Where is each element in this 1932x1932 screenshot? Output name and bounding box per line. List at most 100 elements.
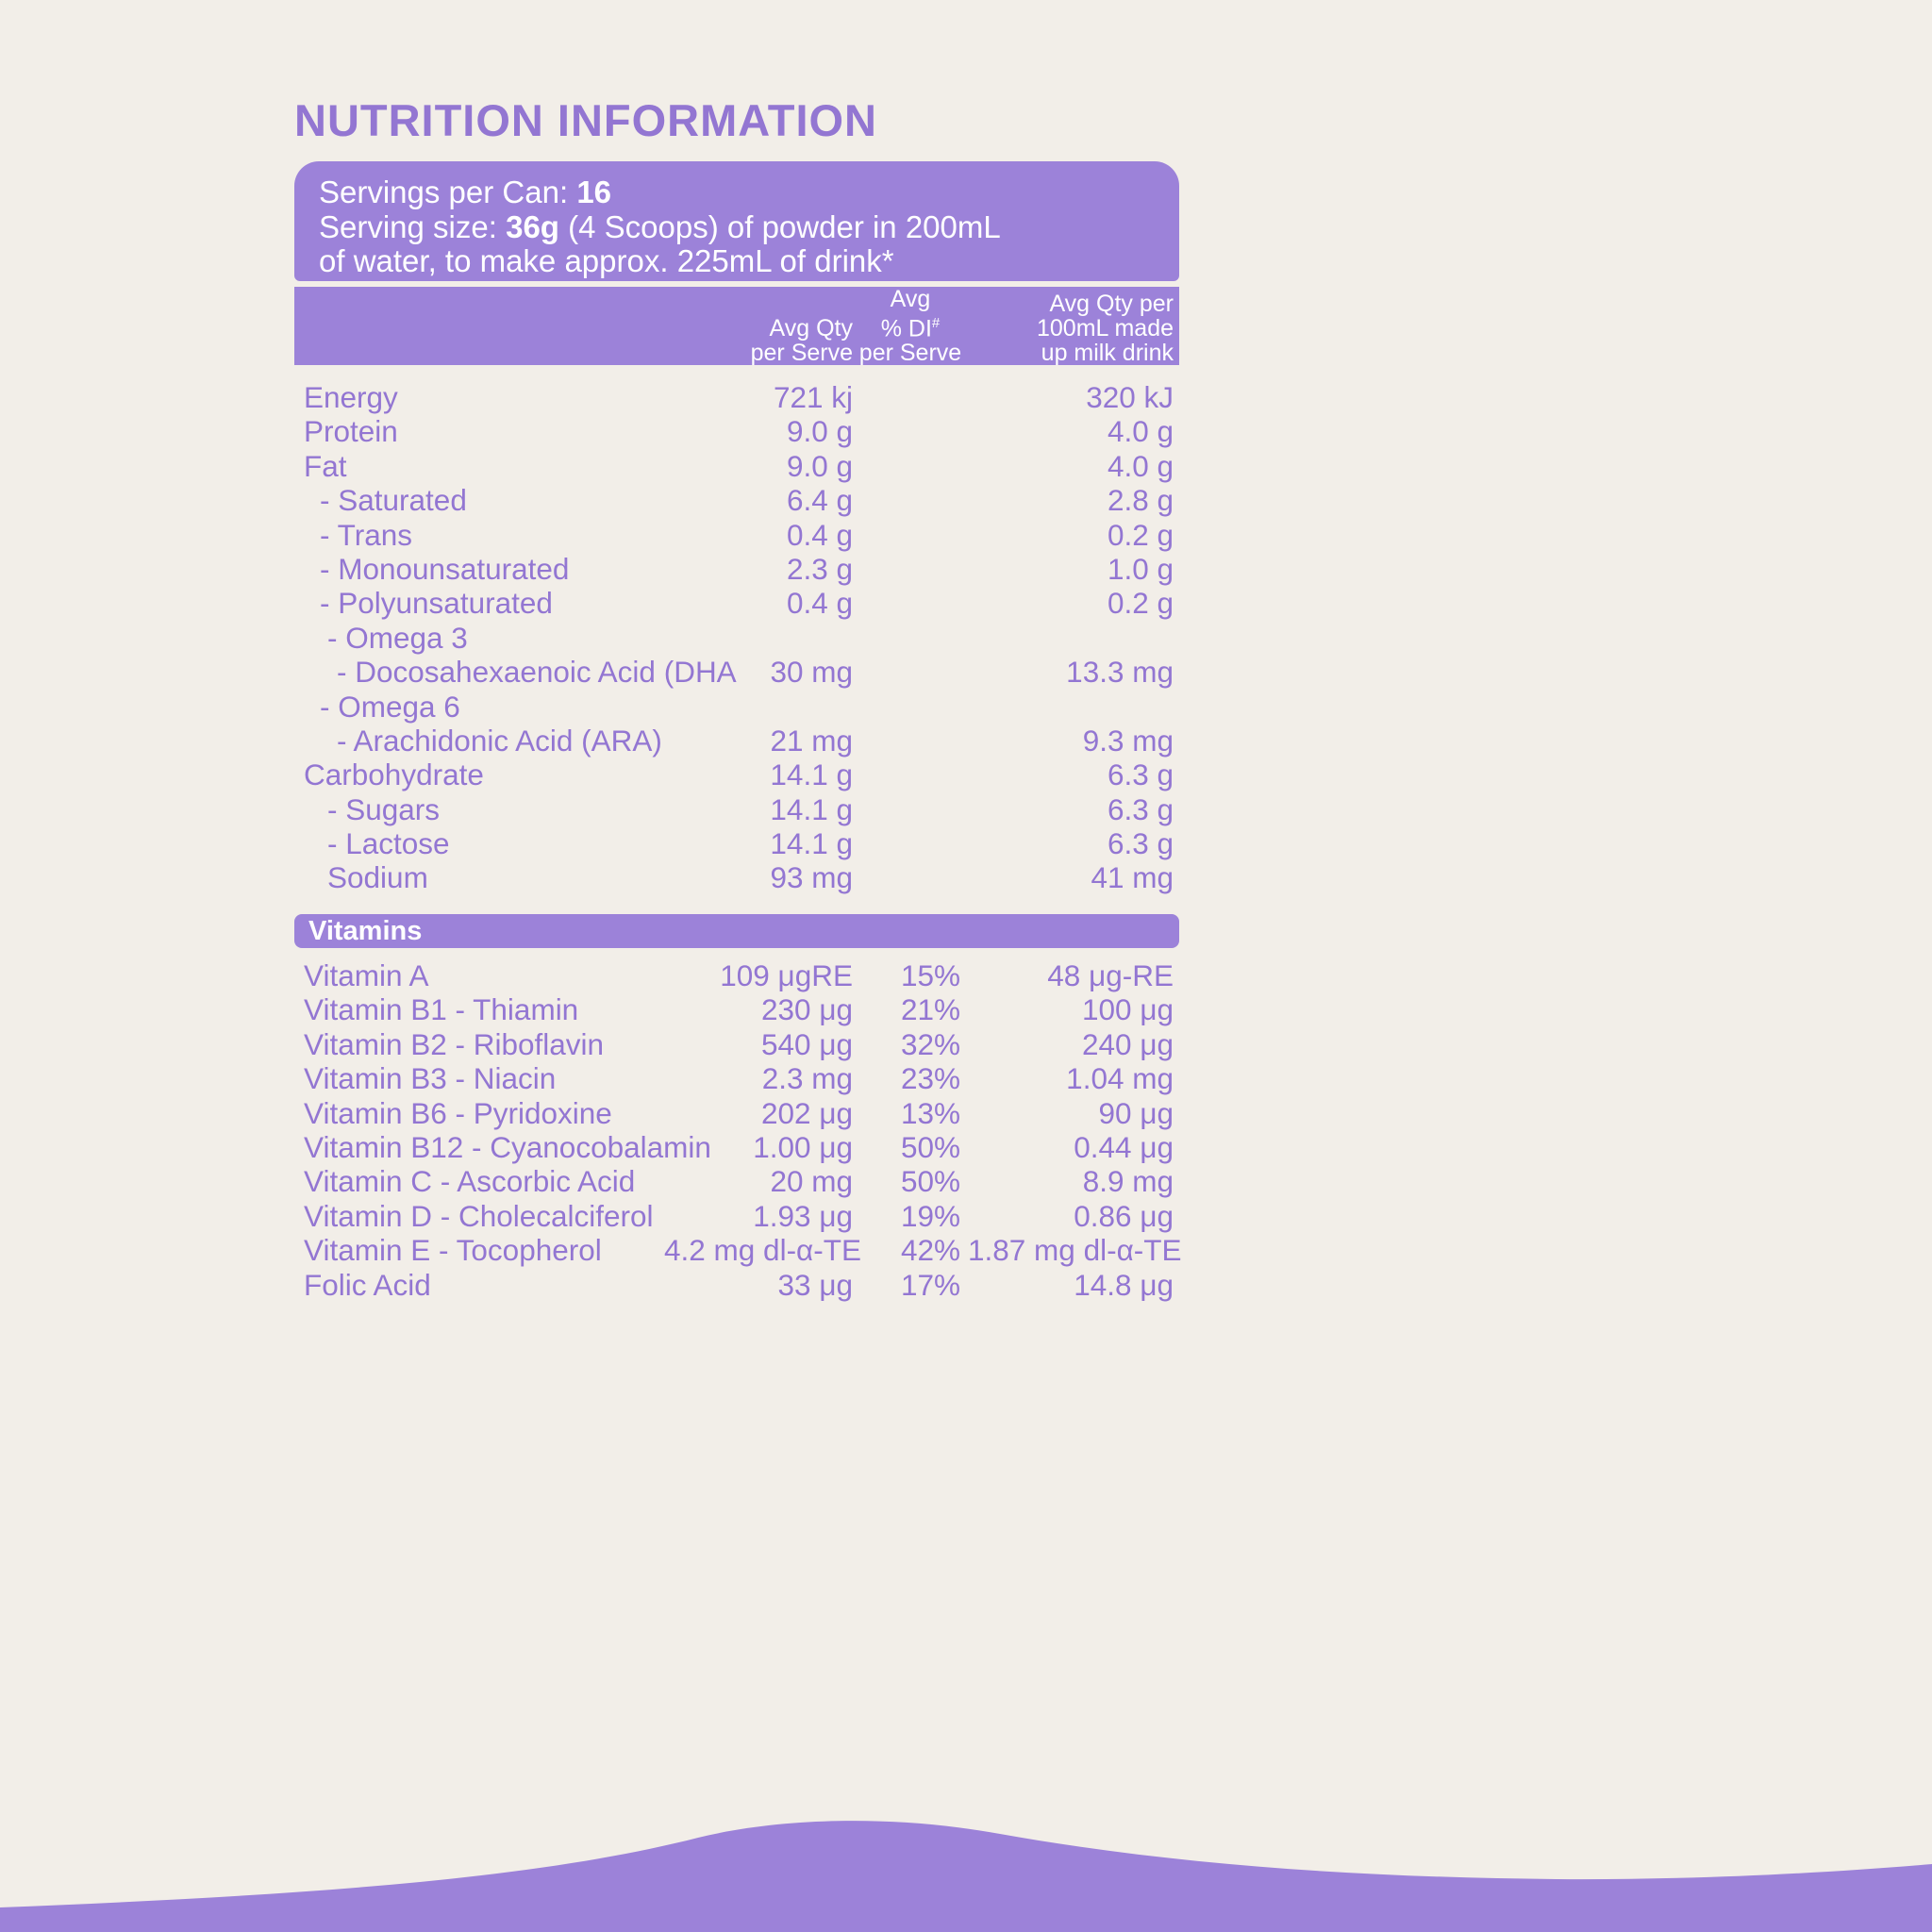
value-per-100ml: 14.8 μg xyxy=(1074,1267,1174,1302)
nutrient-label: - Arachidonic Acid (ARA) xyxy=(337,723,662,758)
value-per-serve: 6.4 g xyxy=(786,483,853,518)
value-per-100ml: 1.0 g xyxy=(1107,551,1174,586)
value-per-serve: 20 mg xyxy=(770,1164,853,1199)
vitamin-label: Vitamin B12 - Cyanocobalamin xyxy=(304,1129,711,1164)
serving-size-label: Serving size: xyxy=(319,208,497,244)
nutrient-label: - Polyunsaturated xyxy=(320,586,553,621)
vitamin-row: Vitamin A 109 μgRE 15% 48 μg-RE xyxy=(294,958,1179,992)
servings-per-can-label: Servings per Can: xyxy=(319,175,569,209)
nutrient-row: - Trans 0.4 g 0.2 g xyxy=(294,518,1179,552)
nutrient-label: - Monounsaturated xyxy=(320,551,570,586)
value-per-serve: 30 mg xyxy=(770,655,853,690)
value-per-serve: 202 μg xyxy=(761,1095,853,1130)
value-per-serve: 14.1 g xyxy=(770,826,853,861)
vitamin-row: Vitamin B3 - Niacin 2.3 mg 23% 1.04 mg xyxy=(294,1061,1179,1095)
nutrient-label: - Docosahexaenoic Acid (DHA xyxy=(337,655,737,690)
value-di-percent: 15% xyxy=(900,958,960,992)
value-per-serve: 2.3 mg xyxy=(761,1061,853,1096)
nutrient-row: Sodium 93 mg 41 mg xyxy=(294,860,1179,894)
nutrient-label: - Trans xyxy=(320,517,413,552)
vitamin-row: Vitamin B2 - Riboflavin 540 μg 32% 240 μ… xyxy=(294,1027,1179,1061)
value-per-100ml: 13.3 mg xyxy=(1066,655,1174,690)
value-di-percent: 23% xyxy=(900,1061,960,1096)
value-per-100ml: 2.8 g xyxy=(1107,483,1174,518)
value-per-100ml: 6.3 g xyxy=(1107,791,1174,826)
vitamin-label: Vitamin B6 - Pyridoxine xyxy=(304,1095,612,1130)
value-per-serve: 1.00 μg xyxy=(753,1129,853,1164)
value-per-serve: 109 μgRE xyxy=(720,958,853,992)
serving-size-line-2: of water, to make approx. 225mL of drink… xyxy=(319,243,894,278)
nutrient-row: - Sugars 14.1 g 6.3 g xyxy=(294,792,1179,826)
nutrient-label: Energy xyxy=(304,380,398,414)
value-per-100ml: 41 mg xyxy=(1091,860,1174,895)
value-di-percent: 50% xyxy=(900,1129,960,1164)
value-per-serve: 14.1 g xyxy=(770,758,853,792)
vitamin-row: Vitamin B12 - Cyanocobalamin 1.00 μg 50%… xyxy=(294,1130,1179,1164)
value-per-100ml: 100 μg xyxy=(1082,992,1174,1027)
value-per-serve: 93 mg xyxy=(770,860,853,895)
serving-size-detail: (4 Scoops) of powder in 200mL xyxy=(568,208,1001,244)
value-per-serve: 14.1 g xyxy=(770,791,853,826)
vitamins-table: Vitamin A 109 μgRE 15% 48 μg-RE Vitamin … xyxy=(294,958,1182,1302)
value-per-serve: 33 μg xyxy=(777,1267,853,1302)
value-per-100ml: 0.2 g xyxy=(1107,517,1174,552)
nutrient-label: Protein xyxy=(304,414,398,449)
value-di-percent: 21% xyxy=(900,992,960,1027)
value-per-100ml: 4.0 g xyxy=(1107,414,1174,449)
servings-per-can-value: 16 xyxy=(576,175,612,209)
value-per-100ml: 9.3 mg xyxy=(1082,723,1174,758)
footer-wave xyxy=(0,1821,1932,1932)
value-per-serve: 21 mg xyxy=(770,723,853,758)
nutrient-label: - Omega 3 xyxy=(327,620,468,655)
value-per-100ml: 4.0 g xyxy=(1107,448,1174,483)
vitamin-label: Vitamin E - Tocopherol xyxy=(304,1233,602,1268)
value-per-100ml: 0.86 μg xyxy=(1074,1198,1174,1233)
value-per-serve: 9.0 g xyxy=(786,414,853,449)
value-per-100ml: 1.04 mg xyxy=(1066,1061,1174,1096)
vitamin-label: Vitamin B2 - Riboflavin xyxy=(304,1026,605,1061)
value-per-serve: 4.2 mg dl-α-TE xyxy=(664,1233,862,1268)
value-per-serve: 2.3 g xyxy=(786,551,853,586)
vitamin-label: Vitamin D - Cholecalciferol xyxy=(304,1198,654,1233)
nutrient-row: - Omega 3 xyxy=(294,621,1179,655)
value-per-serve: 540 μg xyxy=(761,1026,853,1061)
value-per-serve: 230 μg xyxy=(761,992,853,1027)
value-per-100ml: 90 μg xyxy=(1098,1095,1174,1130)
value-di-percent: 17% xyxy=(900,1267,960,1302)
nutrient-row: - Docosahexaenoic Acid (DHA 30 mg 13.3 m… xyxy=(294,655,1179,689)
vitamin-row: Vitamin D - Cholecalciferol 1.93 μg 19% … xyxy=(294,1199,1179,1233)
value-per-100ml: 1.87 mg dl-α-TE xyxy=(968,1233,1182,1268)
vitamin-label: Vitamin B1 - Thiamin xyxy=(304,992,579,1027)
value-per-100ml: 48 μg-RE xyxy=(1047,958,1174,992)
value-di-percent: 50% xyxy=(900,1164,960,1199)
vitamin-row: Vitamin B1 - Thiamin 230 μg 21% 100 μg xyxy=(294,992,1179,1026)
vitamin-row: Folic Acid 33 μg 17% 14.8 μg xyxy=(294,1268,1179,1302)
nutrient-label: Sodium xyxy=(327,860,428,895)
vitamin-row: Vitamin C - Ascorbic Acid 20 mg 50% 8.9 … xyxy=(294,1164,1179,1198)
nutrient-row: Energy 721 kj 320 kJ xyxy=(294,380,1179,414)
col-header-avg-di-per-serve: Avg % DI# per Serve xyxy=(858,286,962,367)
vitamin-row: Vitamin B6 - Pyridoxine 202 μg 13% 90 μg xyxy=(294,1096,1179,1130)
vitamin-row: Vitamin E - Tocopherol 4.2 mg dl-α-TE 42… xyxy=(294,1233,1182,1268)
nutrient-table: Energy 721 kj 320 kJ Protein 9.0 g 4.0 g… xyxy=(294,380,1179,895)
nutrient-row: Carbohydrate 14.1 g 6.3 g xyxy=(294,758,1179,791)
value-per-serve: 721 kj xyxy=(773,380,853,414)
nutrient-label: Carbohydrate xyxy=(304,758,484,792)
value-di-percent: 13% xyxy=(900,1095,960,1130)
serving-size-line: Serving size: 36g (4 Scoops) of powder i… xyxy=(319,208,1155,245)
vitamin-label: Vitamin C - Ascorbic Acid xyxy=(304,1164,636,1199)
value-per-100ml: 320 kJ xyxy=(1086,380,1174,414)
value-per-100ml: 240 μg xyxy=(1082,1026,1174,1061)
nutrient-row: - Polyunsaturated 0.4 g 0.2 g xyxy=(294,586,1179,620)
nutrient-label: - Lactose xyxy=(327,826,450,861)
col-header-avg-qty-per-serve: Avg Qty per Serve xyxy=(750,315,853,367)
page-title: NUTRITION INFORMATION xyxy=(294,95,878,145)
value-per-100ml: 6.3 g xyxy=(1107,758,1174,792)
value-di-percent: 42% xyxy=(900,1233,960,1268)
value-per-100ml: 6.3 g xyxy=(1107,826,1174,861)
value-per-100ml: 0.44 μg xyxy=(1074,1129,1174,1164)
nutrient-label: - Saturated xyxy=(320,483,467,518)
nutrient-row: - Saturated 6.4 g 2.8 g xyxy=(294,483,1179,517)
di-footnote-mark: # xyxy=(931,315,941,331)
